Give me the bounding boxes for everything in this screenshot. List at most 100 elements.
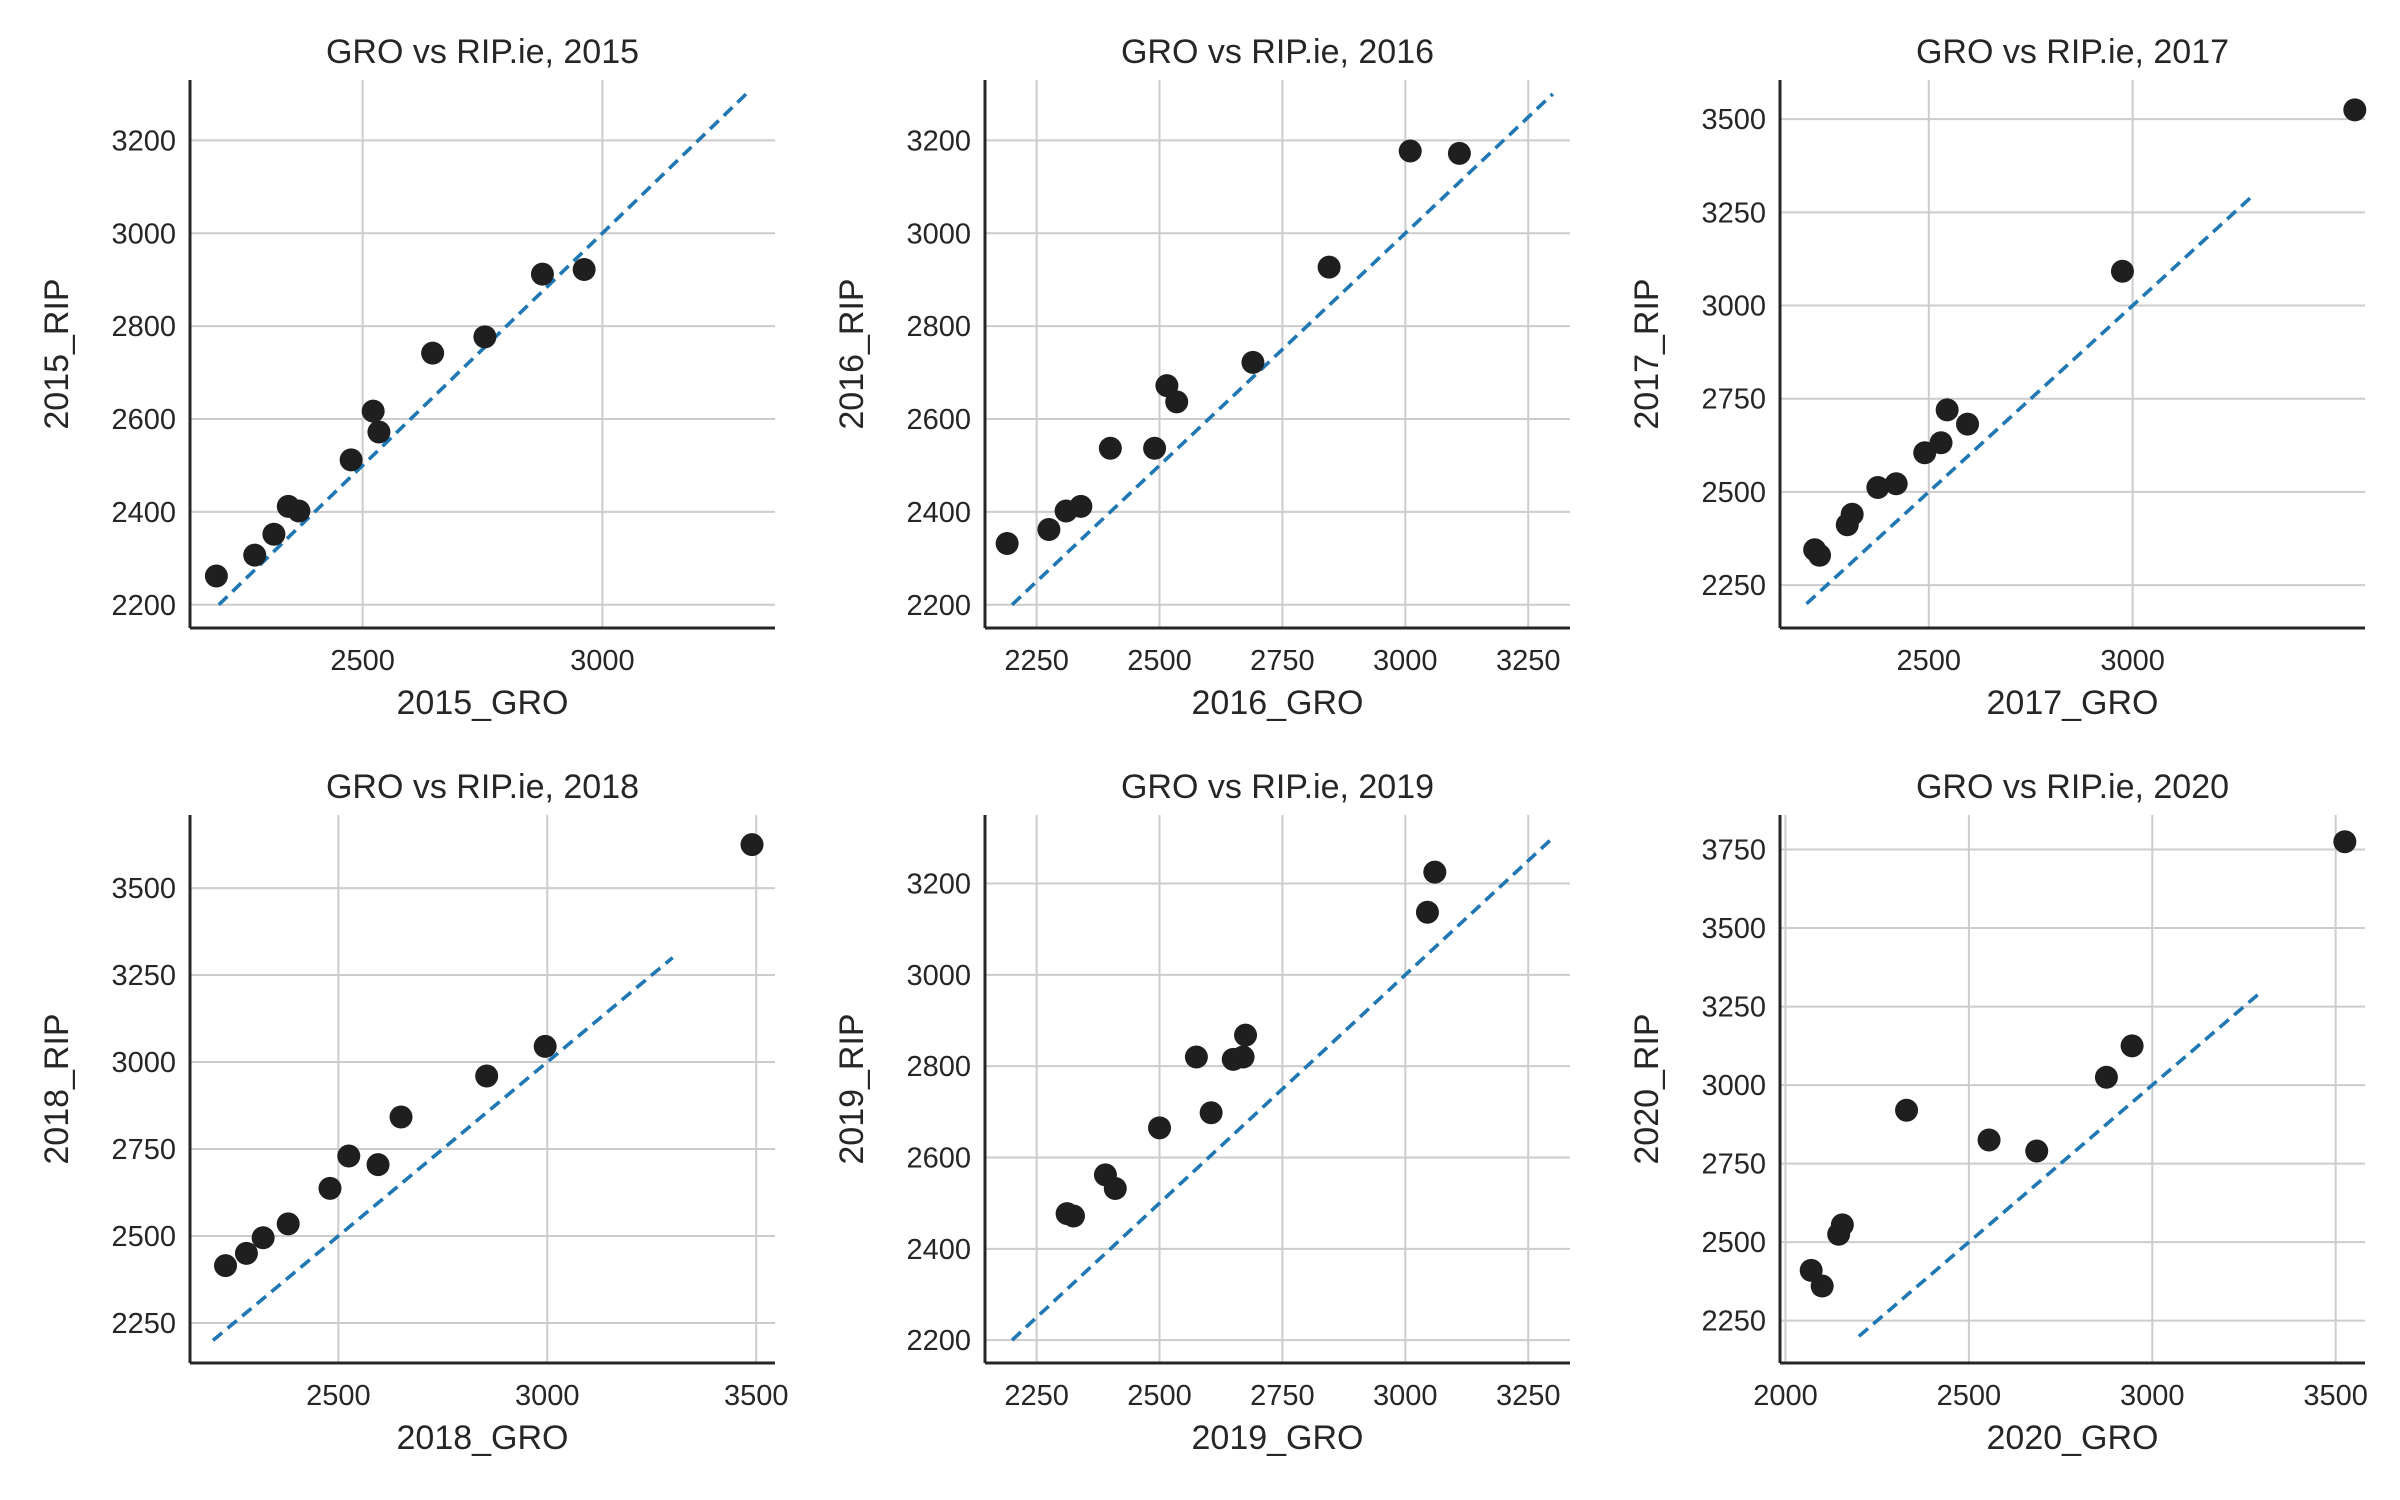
y-tick-label: 3500	[1701, 104, 1766, 136]
data-point	[337, 1144, 361, 1168]
data-point	[2025, 1139, 2049, 1163]
data-point	[2333, 830, 2357, 854]
y-tick-label: 3500	[1701, 913, 1766, 945]
data-point	[276, 1212, 300, 1236]
x-tick-label: 2500	[1127, 1380, 1192, 1412]
data-point	[1977, 1128, 2001, 1152]
data-point	[389, 1105, 413, 1129]
data-point	[234, 1241, 258, 1265]
y-tick-label: 2750	[1701, 384, 1766, 416]
x-tick-label: 3000	[515, 1380, 580, 1412]
subplot-2016: 2250 2500 2750 3000 3250 2200 2400 2600 2800 3000…	[833, 33, 1570, 722]
chart-title: GRO vs RIP.ie, 2019	[1121, 768, 1434, 806]
y-axis-label: 2017_RIP	[1628, 278, 1666, 429]
y-tick-label: 2250	[1701, 1306, 1766, 1338]
x-tick-label: 3500	[724, 1380, 789, 1412]
data-point	[1148, 1116, 1172, 1140]
x-axis-label: 2015_GRO	[397, 684, 569, 722]
y-tick-label: 3000	[906, 218, 971, 250]
subplot-2018: 2500 3000 3500 2250 2500 2750 3000 3250 3500 GRO …	[38, 768, 788, 1457]
data-point	[421, 341, 445, 365]
data-point	[251, 1226, 275, 1250]
chart-title: GRO vs RIP.ie, 2017	[1916, 33, 2229, 71]
x-tick-label: 3250	[1496, 645, 1561, 677]
x-tick-label: 3000	[570, 645, 635, 677]
data-point	[1830, 1213, 1854, 1237]
x-tick-label: 2250	[1004, 645, 1069, 677]
y-tick-label: 3000	[1701, 1070, 1766, 1102]
x-tick-label: 2250	[1004, 1380, 1069, 1412]
data-point	[1866, 475, 1890, 499]
data-point	[339, 448, 363, 472]
data-point	[1069, 494, 1093, 518]
data-point	[287, 499, 311, 523]
data-point	[1037, 518, 1061, 542]
reference-line	[211, 956, 674, 1342]
y-tick-label: 2250	[111, 1308, 176, 1340]
data-point	[2120, 1034, 2144, 1058]
y-tick-label: 3750	[1701, 835, 1766, 867]
chart-title: GRO vs RIP.ie, 2015	[326, 33, 639, 71]
data-point	[473, 325, 497, 349]
x-tick-label: 3000	[1373, 645, 1438, 677]
y-tick-label: 2750	[111, 1134, 176, 1166]
y-tick-label: 3000	[111, 1047, 176, 1079]
subplot-2015: 2500 3000 2200 2400 2600 2800 3000 3200 GRO vs R…	[38, 33, 775, 722]
data-point	[1423, 860, 1447, 884]
y-tick-label: 2200	[906, 1325, 971, 1357]
data-point	[318, 1176, 342, 1200]
data-point	[1098, 436, 1122, 460]
y-tick-label: 3200	[111, 125, 176, 157]
y-tick-label: 2600	[111, 404, 176, 436]
y-tick-label: 2400	[906, 497, 971, 529]
data-point	[1103, 1177, 1127, 1201]
x-tick-label: 2500	[330, 645, 395, 677]
y-tick-label: 3200	[906, 125, 971, 157]
y-tick-label: 2750	[1701, 1149, 1766, 1181]
reference-line	[217, 92, 748, 607]
data-point	[530, 262, 554, 286]
y-tick-label: 2600	[906, 1143, 971, 1175]
data-point	[572, 257, 596, 281]
data-point	[1398, 139, 1422, 163]
y-tick-label: 2400	[111, 497, 176, 529]
data-point	[262, 522, 286, 546]
data-point	[1317, 255, 1341, 279]
x-tick-label: 2000	[1753, 1380, 1818, 1412]
data-point	[1810, 1274, 1834, 1298]
chart-title: GRO vs RIP.ie, 2016	[1121, 33, 1434, 71]
y-tick-label: 2600	[906, 404, 971, 436]
data-point	[214, 1254, 238, 1278]
x-tick-label: 3000	[1373, 1380, 1438, 1412]
data-point	[2343, 98, 2367, 122]
subplot-2019: 2250 2500 2750 3000 3250 2200 2400 2600 2800 3000…	[833, 768, 1570, 1457]
data-point	[995, 531, 1019, 555]
data-point	[1241, 350, 1265, 374]
y-tick-label: 2200	[906, 590, 971, 622]
data-point	[2110, 259, 2134, 283]
data-point	[1929, 431, 1953, 455]
reference-line	[1010, 92, 1555, 607]
x-tick-label: 2500	[1897, 645, 1962, 677]
chart-title: GRO vs RIP.ie, 2020	[1916, 768, 2229, 806]
data-point	[1165, 390, 1189, 414]
y-tick-label: 2400	[906, 1234, 971, 1266]
y-tick-label: 2800	[906, 1051, 971, 1083]
data-point	[1935, 398, 1959, 422]
data-point	[1061, 1204, 1085, 1228]
y-tick-label: 3250	[1701, 992, 1766, 1024]
data-point	[1895, 1098, 1919, 1122]
x-axis-label: 2016_GRO	[1192, 684, 1364, 722]
data-point	[1143, 436, 1167, 460]
data-point	[475, 1064, 499, 1088]
data-point	[1447, 141, 1471, 165]
y-tick-label: 2250	[1701, 570, 1766, 602]
x-tick-label: 2750	[1250, 645, 1315, 677]
y-tick-label: 3250	[1701, 197, 1766, 229]
y-tick-label: 3000	[906, 960, 971, 992]
x-tick-label: 3250	[1496, 1380, 1561, 1412]
x-tick-label: 2500	[306, 1380, 371, 1412]
y-axis-label: 2019_RIP	[833, 1013, 871, 1164]
data-point	[1231, 1045, 1255, 1069]
